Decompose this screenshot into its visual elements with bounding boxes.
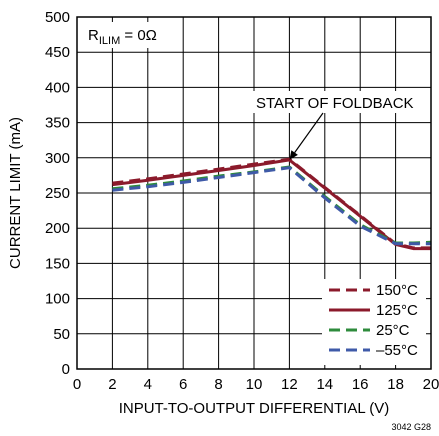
legend-label-2: 125°C bbox=[376, 302, 418, 319]
annotation-box bbox=[252, 91, 418, 113]
tick-labels: 0 2 4 6 8 10 12 14 16 18 2005010015020025030035040… bbox=[45, 9, 439, 393]
x-tick-label: 14 bbox=[316, 376, 333, 393]
x-tick-label: 12 bbox=[281, 376, 298, 393]
x-tick-label: 4 bbox=[144, 376, 152, 393]
figure-code: 3042 G28 bbox=[391, 422, 431, 432]
series-line-2 bbox=[112, 158, 431, 251]
grid bbox=[77, 17, 431, 369]
legend-label-4: –55°C bbox=[376, 342, 418, 359]
annotation-text: START OF FOLDBACK bbox=[256, 95, 414, 112]
y-tick-label: 150 bbox=[45, 255, 70, 272]
x-tick-label: 0 bbox=[73, 376, 81, 393]
x-tick-label: 18 bbox=[387, 376, 404, 393]
y-tick-label: 200 bbox=[45, 220, 70, 237]
series-lines bbox=[112, 157, 432, 251]
x-tick-label: 20 bbox=[423, 376, 439, 393]
condition-label: RILIM = 0Ω bbox=[88, 27, 157, 47]
x-tick-label: 10 bbox=[246, 376, 263, 393]
x-axis-title: INPUT-TO-OUTPUT DIFFERENTIAL (V) bbox=[119, 400, 390, 417]
legend-label-3: 25°C bbox=[376, 322, 410, 339]
x-tick-label: 8 bbox=[214, 376, 222, 393]
y-tick-label: 100 bbox=[45, 291, 70, 308]
y-tick-label: 300 bbox=[45, 150, 70, 167]
y-tick-label: 0 bbox=[62, 361, 70, 378]
annotation-arrow bbox=[294, 112, 324, 153]
y-tick-label: 450 bbox=[45, 44, 70, 61]
plot-frame bbox=[76, 16, 432, 370]
y-tick-label: 350 bbox=[45, 115, 70, 132]
legend: 150°C 125°C 25°C –55°C bbox=[329, 282, 418, 359]
y-tick-label: 50 bbox=[53, 326, 70, 343]
y-tick-label: 250 bbox=[45, 185, 70, 202]
y-axis-title: CURRENT LIMIT (mA) bbox=[7, 117, 24, 269]
series-line-4 bbox=[112, 166, 431, 246]
x-tick-label: 2 bbox=[108, 376, 116, 393]
y-tick-label: 400 bbox=[45, 79, 70, 96]
legend-label-1: 150°C bbox=[376, 282, 418, 299]
annotation-arrow-head bbox=[289, 150, 298, 160]
x-tick-label: 6 bbox=[179, 376, 187, 393]
y-tick-label: 500 bbox=[45, 9, 70, 26]
condition-box bbox=[82, 22, 182, 48]
x-tick-label: 16 bbox=[352, 376, 369, 393]
